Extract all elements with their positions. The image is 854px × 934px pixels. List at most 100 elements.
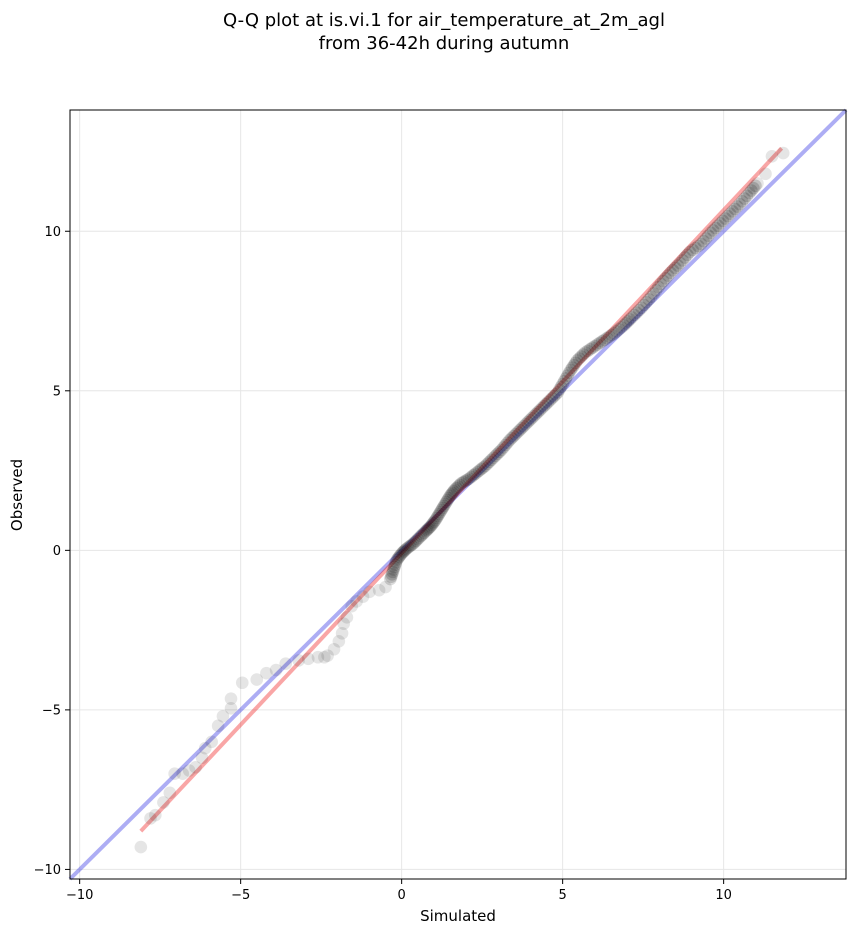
data-point bbox=[475, 462, 488, 476]
data-point bbox=[168, 767, 181, 781]
data-point bbox=[718, 212, 732, 225]
data-point bbox=[216, 709, 230, 723]
data-point bbox=[678, 251, 692, 264]
data-point bbox=[543, 394, 557, 407]
data-point bbox=[163, 786, 177, 800]
data-point bbox=[598, 333, 611, 347]
data-point bbox=[539, 398, 553, 411]
data-point bbox=[409, 534, 423, 548]
data-point bbox=[421, 522, 435, 536]
data-point bbox=[211, 719, 225, 733]
data-point bbox=[279, 657, 293, 670]
data-point bbox=[704, 226, 718, 240]
data-point bbox=[517, 419, 530, 433]
data-point bbox=[572, 352, 586, 365]
data-point bbox=[527, 410, 540, 423]
data-point bbox=[398, 543, 412, 557]
x-tick-label: 5 bbox=[559, 888, 567, 903]
data-point bbox=[405, 538, 418, 552]
data-point bbox=[477, 461, 490, 474]
data-point bbox=[471, 465, 484, 479]
data-point bbox=[671, 259, 685, 272]
data-point bbox=[384, 572, 397, 586]
data-point bbox=[699, 232, 713, 245]
data-point bbox=[731, 200, 744, 213]
data-points bbox=[134, 146, 790, 854]
data-point bbox=[716, 214, 730, 228]
data-point bbox=[654, 277, 668, 291]
data-point bbox=[743, 186, 756, 200]
data-point bbox=[723, 207, 737, 221]
data-point bbox=[469, 467, 482, 481]
data-point bbox=[545, 392, 559, 405]
data-point bbox=[311, 650, 325, 664]
data-point bbox=[149, 808, 162, 822]
data-point bbox=[503, 433, 516, 447]
data-point bbox=[292, 654, 305, 667]
data-point bbox=[576, 348, 590, 361]
data-point bbox=[458, 474, 472, 488]
data-point bbox=[644, 290, 658, 303]
data-point bbox=[431, 509, 445, 523]
data-point bbox=[776, 146, 790, 160]
data-point bbox=[189, 761, 202, 774]
data-point bbox=[647, 287, 660, 300]
y-tick-label: −5 bbox=[42, 703, 61, 718]
data-point bbox=[564, 363, 577, 377]
data-point bbox=[519, 418, 532, 431]
data-point bbox=[659, 272, 672, 285]
chart-title-line-1: Q-Q plot at is.vi.1 for air_temperature_… bbox=[223, 10, 665, 31]
data-point bbox=[392, 550, 406, 564]
data-point bbox=[473, 464, 486, 477]
data-point bbox=[332, 634, 346, 648]
data-point bbox=[157, 796, 170, 809]
data-point bbox=[487, 451, 500, 465]
data-point bbox=[702, 229, 715, 242]
data-point bbox=[345, 599, 359, 613]
data-point bbox=[430, 511, 443, 525]
data-point bbox=[617, 319, 631, 332]
x-tick-label: 10 bbox=[715, 888, 732, 903]
data-point bbox=[567, 358, 581, 372]
data-point bbox=[414, 529, 428, 543]
data-point bbox=[625, 311, 639, 324]
data-point bbox=[195, 751, 209, 765]
data-point bbox=[205, 735, 218, 749]
data-point bbox=[694, 237, 708, 251]
data-point bbox=[350, 595, 363, 608]
data-point bbox=[250, 673, 264, 686]
data-point bbox=[747, 181, 760, 195]
data-point bbox=[714, 216, 727, 230]
data-point bbox=[623, 313, 637, 326]
data-point bbox=[612, 323, 626, 336]
data-point bbox=[621, 315, 635, 328]
data-point bbox=[610, 325, 623, 338]
data-point bbox=[318, 650, 331, 664]
data-point bbox=[529, 408, 542, 421]
data-point bbox=[765, 149, 779, 163]
y-tick-label: 5 bbox=[53, 384, 61, 399]
data-point bbox=[442, 491, 456, 505]
y-tick-label: −10 bbox=[34, 863, 61, 878]
data-point bbox=[321, 649, 334, 662]
data-point bbox=[709, 221, 722, 235]
data-point bbox=[451, 480, 465, 493]
data-point bbox=[686, 243, 699, 257]
data-point bbox=[426, 516, 440, 530]
data-point bbox=[134, 840, 148, 854]
data-point bbox=[607, 327, 621, 340]
data-point bbox=[453, 478, 466, 492]
data-point bbox=[554, 380, 568, 394]
data-point bbox=[396, 546, 410, 559]
grid bbox=[70, 110, 846, 879]
data-point bbox=[711, 219, 725, 232]
data-point bbox=[182, 764, 196, 777]
data-point bbox=[600, 331, 614, 345]
data-point bbox=[423, 521, 436, 534]
data-point bbox=[578, 346, 592, 359]
data-point bbox=[340, 611, 354, 624]
data-point bbox=[406, 537, 420, 551]
data-point bbox=[691, 239, 705, 253]
data-point bbox=[583, 343, 597, 356]
